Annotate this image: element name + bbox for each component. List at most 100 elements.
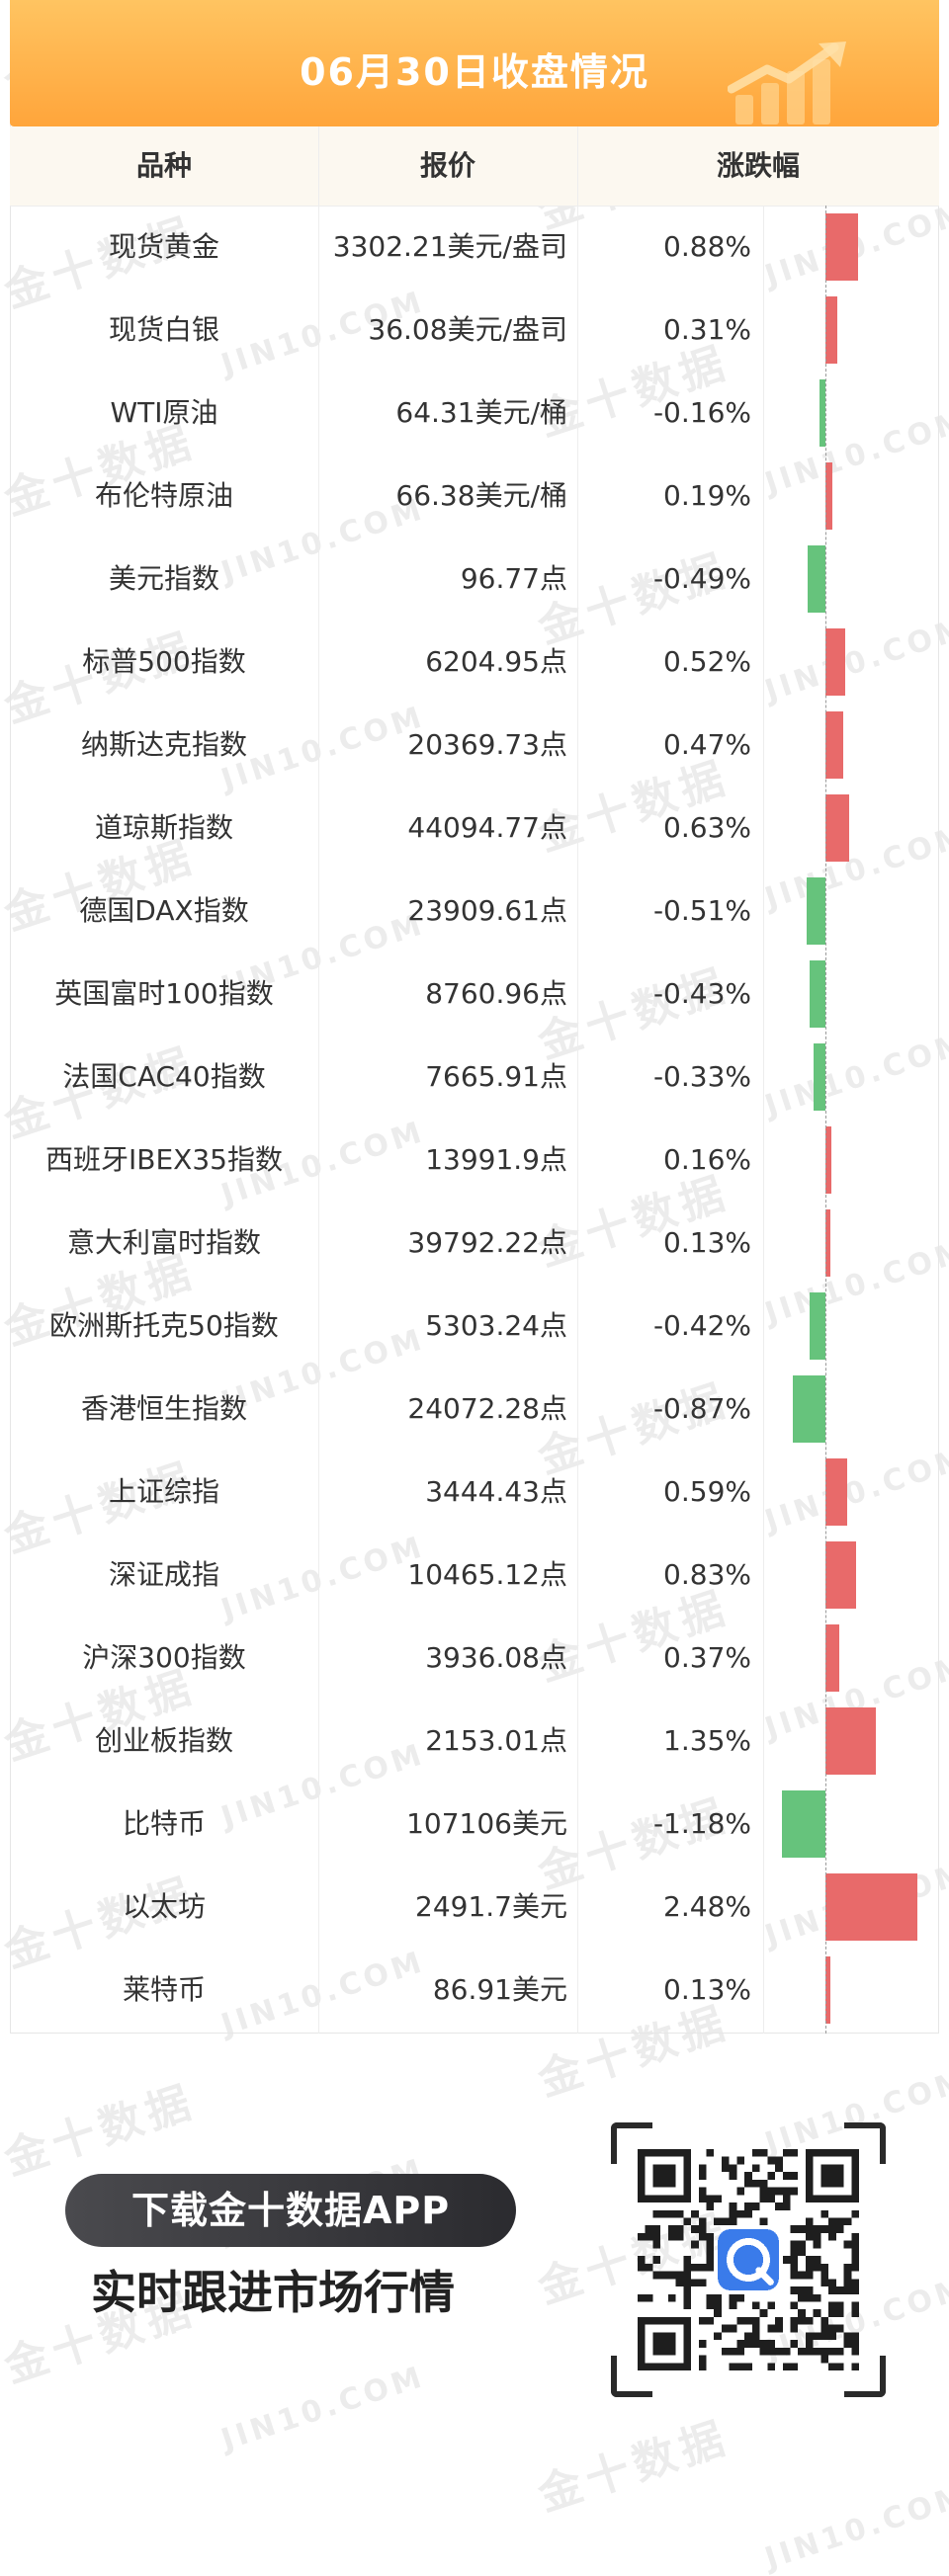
change-bar: [820, 379, 825, 447]
instrument-price: 5303.24点: [425, 1309, 567, 1342]
instrument-name: 现货白银: [108, 313, 219, 346]
change-bar: [825, 628, 845, 696]
instrument-price: 86.91美元: [432, 1973, 567, 2006]
instrument-price: 13991.9点: [425, 1143, 567, 1176]
instrument-change: -0.43%: [652, 977, 751, 1010]
change-bar: [825, 711, 843, 779]
column-header-change: 涨跌幅: [716, 149, 800, 182]
instrument-price: 107106美元: [406, 1807, 567, 1840]
instrument-price: 7665.91点: [425, 1060, 567, 1093]
instrument-name: 英国富时100指数: [54, 977, 274, 1010]
instrument-name: 创业板指数: [94, 1724, 233, 1757]
change-bar: [782, 1790, 825, 1858]
table-row: 道琼斯指数 44094.77点 0.63%: [10, 787, 939, 870]
qr-frame-corner: [611, 2122, 652, 2164]
instrument-price: 10465.12点: [407, 1558, 567, 1591]
instrument-name: 德国DAX指数: [79, 894, 249, 927]
table-row: 沪深300指数 3936.08点 0.37%: [10, 1617, 939, 1700]
instrument-change: 0.83%: [663, 1558, 751, 1591]
download-app-button[interactable]: 下载金十数据APP: [65, 2174, 516, 2247]
qr-frame-corner: [844, 2356, 886, 2397]
instrument-name: 现货黄金: [108, 230, 219, 263]
instrument-name: 欧洲斯托克50指数: [49, 1309, 279, 1342]
quote-table-body: 现货黄金 3302.21美元/盎司 0.88% 现货白银 36.08美元/盎司 0.31%…: [10, 206, 939, 2032]
table-row: 香港恒生指数 24072.28点 -0.87%: [10, 1368, 939, 1451]
change-bar: [825, 296, 837, 364]
instrument-price: 64.31美元/桶: [395, 396, 567, 429]
column-divider: [577, 126, 578, 2034]
column-header-price: 报价: [419, 149, 475, 182]
instrument-change: 2.48%: [663, 1890, 751, 1923]
instrument-change: -0.49%: [652, 562, 751, 595]
instrument-change: 0.13%: [663, 1226, 751, 1259]
instrument-name: 布伦特原油: [94, 479, 233, 512]
table-row: 上证综指 3444.43点 0.59%: [10, 1451, 939, 1534]
instrument-change: -0.42%: [652, 1309, 751, 1342]
table-card: [10, 0, 939, 2034]
instrument-price: 24072.28点: [407, 1392, 567, 1425]
instrument-price: 2153.01点: [425, 1724, 567, 1757]
instrument-name: 标普500指数: [82, 645, 246, 678]
instrument-change: 0.59%: [663, 1475, 751, 1508]
table-row: 法国CAC40指数 7665.91点 -0.33%: [10, 1036, 939, 1119]
instrument-name: 香港恒生指数: [80, 1392, 247, 1425]
change-bar: [814, 1043, 825, 1111]
instrument-price: 6204.95点: [425, 645, 567, 678]
instrument-price: 23909.61点: [407, 894, 567, 927]
change-bar: [825, 1624, 839, 1692]
instrument-name: 上证综指: [108, 1475, 219, 1508]
instrument-change: 0.16%: [663, 1143, 751, 1176]
table-row: 以太坊 2491.7美元 2.48%: [10, 1866, 939, 1949]
instrument-price: 44094.77点: [407, 811, 567, 844]
instrument-name: 道琼斯指数: [94, 811, 233, 844]
table-row: 布伦特原油 66.38美元/桶 0.19%: [10, 455, 939, 538]
column-divider: [318, 126, 319, 2034]
table-row: 德国DAX指数 23909.61点 -0.51%: [10, 870, 939, 953]
change-bar: [825, 213, 858, 281]
title-banner: 06月30日收盘情况: [10, 0, 939, 126]
table-row: 比特币 107106美元 -1.18%: [10, 1783, 939, 1866]
qr-code-icon: [638, 2149, 859, 2370]
table-row: 现货白银 36.08美元/盎司 0.31%: [10, 289, 939, 372]
qr-frame-corner: [611, 2356, 652, 2397]
instrument-change: 0.52%: [663, 645, 751, 678]
change-bar: [825, 462, 832, 530]
table-row: 意大利富时指数 39792.22点 0.13%: [10, 1202, 939, 1285]
page-title: 06月30日收盘情况: [300, 50, 649, 94]
instrument-change: 0.37%: [663, 1641, 751, 1674]
instrument-change: 0.88%: [663, 230, 751, 263]
qr-frame-corner: [844, 2122, 886, 2164]
instrument-name: 西班牙IBEX35指数: [45, 1143, 283, 1176]
instrument-name: 美元指数: [108, 562, 219, 595]
instrument-change: -0.16%: [652, 396, 751, 429]
change-bar: [825, 1707, 876, 1775]
instrument-price: 3936.08点: [425, 1641, 567, 1674]
watermark-mark: JIN10.COM: [760, 2477, 949, 2576]
change-bar: [807, 877, 825, 945]
table-row: 标普500指数 6204.95点 0.52%: [10, 621, 939, 704]
instrument-name: 意大利富时指数: [66, 1226, 261, 1259]
change-bar: [825, 1458, 847, 1526]
table-row: 创业板指数 2153.01点 1.35%: [10, 1700, 939, 1783]
table-row: 深证成指 10465.12点 0.83%: [10, 1534, 939, 1617]
instrument-change: -0.33%: [652, 1060, 751, 1093]
instrument-name: 以太坊: [122, 1890, 206, 1923]
instrument-change: 0.13%: [663, 1973, 751, 2006]
qr-code: [611, 2122, 886, 2397]
instrument-price: 2491.7美元: [415, 1890, 567, 1923]
instrument-price: 3444.43点: [425, 1475, 567, 1508]
instrument-name: 比特币: [122, 1807, 206, 1840]
instrument-price: 36.08美元/盎司: [368, 313, 567, 346]
instrument-change: -1.18%: [652, 1807, 751, 1840]
instrument-change: 0.19%: [663, 479, 751, 512]
table-header: 品种 报价 涨跌幅: [10, 126, 939, 207]
table-row: 美元指数 96.77点 -0.49%: [10, 538, 939, 621]
instrument-name: 纳斯达克指数: [80, 728, 247, 761]
instrument-change: -0.51%: [652, 894, 751, 927]
table-row: 西班牙IBEX35指数 13991.9点 0.16%: [10, 1119, 939, 1202]
promo-footer: 下载金十数据APP 实时跟进市场行情: [0, 2034, 949, 2423]
change-bar: [810, 1292, 825, 1360]
instrument-price: 66.38美元/桶: [395, 479, 567, 512]
change-bar: [825, 1126, 831, 1194]
zero-axis-line: [825, 206, 826, 2034]
